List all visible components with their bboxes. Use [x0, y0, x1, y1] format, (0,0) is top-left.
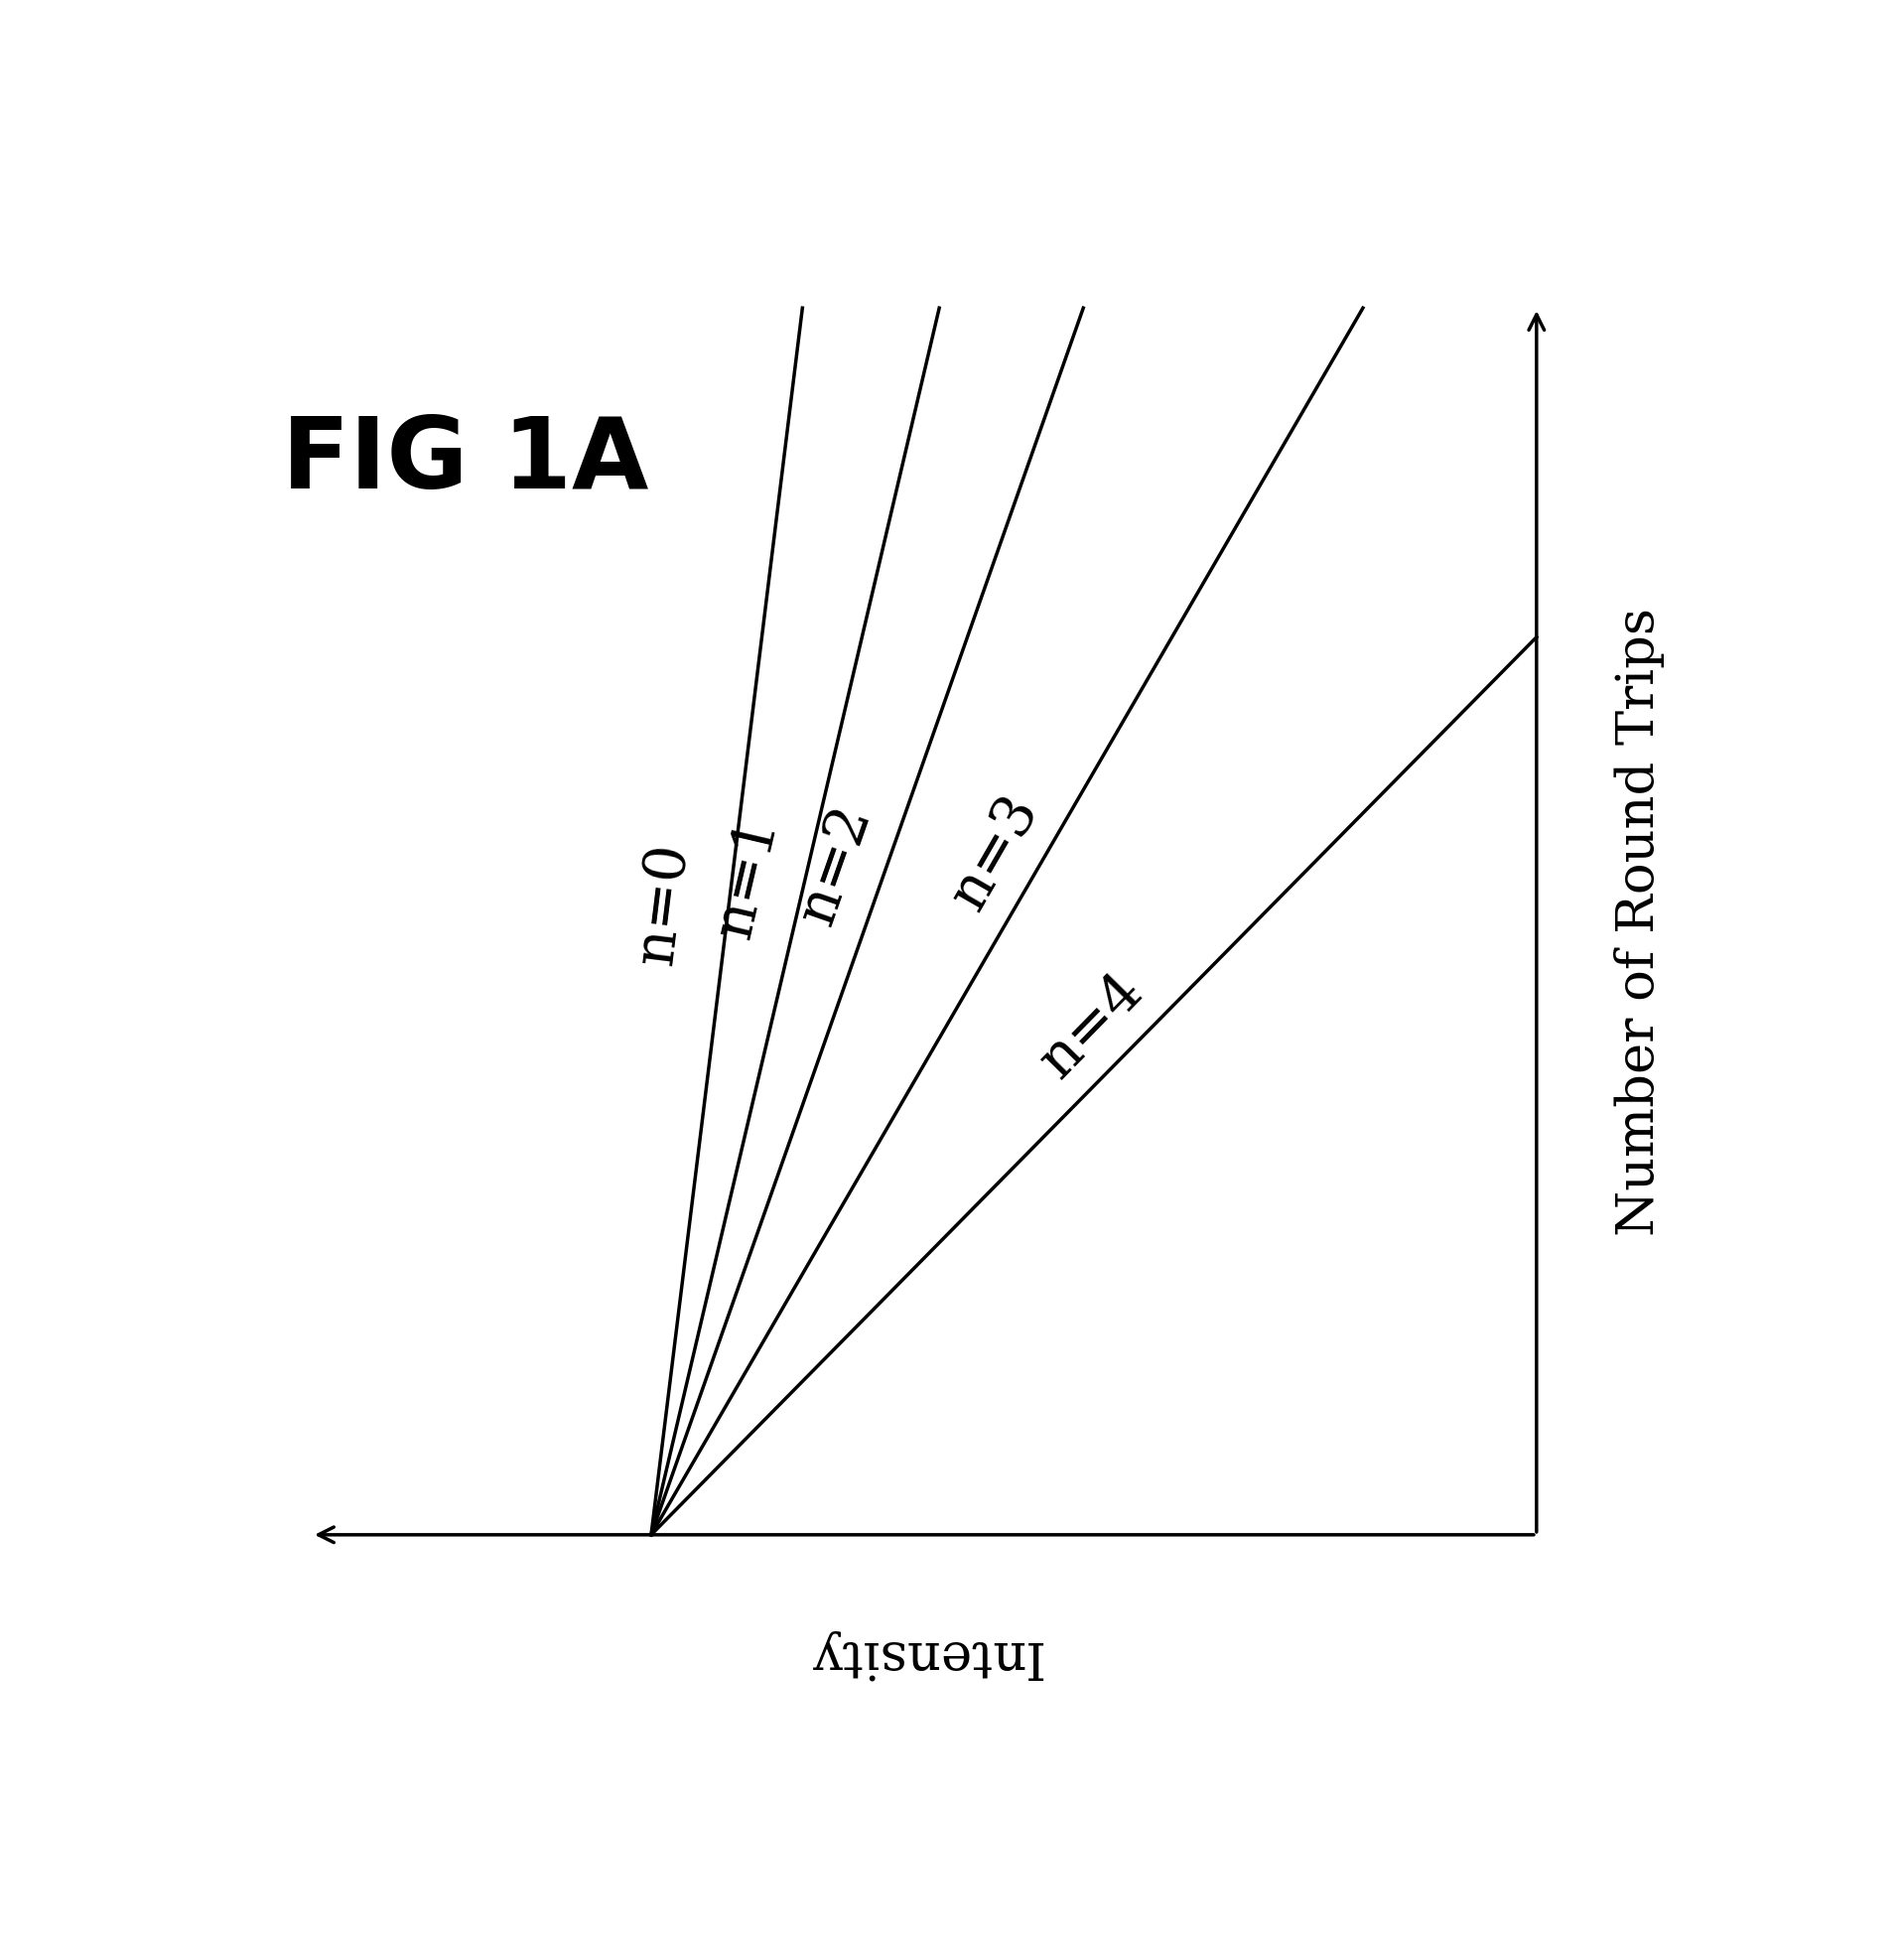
- Text: n=4: n=4: [1028, 962, 1154, 1088]
- Text: n=3: n=3: [941, 785, 1049, 919]
- Text: n=1: n=1: [706, 812, 788, 942]
- Text: Intensity: Intensity: [807, 1628, 1041, 1681]
- Text: Number of Round Trips: Number of Round Trips: [1615, 606, 1666, 1236]
- Text: n=0: n=0: [626, 839, 697, 968]
- Text: n=2: n=2: [788, 797, 882, 931]
- Text: FIG 1A: FIG 1A: [282, 412, 649, 509]
